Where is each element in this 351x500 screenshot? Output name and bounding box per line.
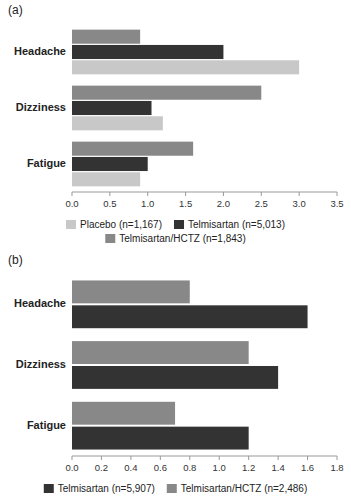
tick-mark	[101, 456, 102, 460]
tick-label: 1.8	[330, 462, 343, 473]
x-axis: 0.0 0.2 0.4 0.6 0.8 1.0 1.2 1.4 1.6 1.8	[65, 456, 343, 473]
legend-label: Telmisartan (n=5,907)	[58, 483, 155, 494]
bar	[72, 366, 278, 389]
tick-mark	[337, 192, 338, 196]
legend: Placebo (n=1,167) Telmisartan (n=5,013) Te…	[66, 219, 285, 244]
tick-label: 3.5	[330, 198, 343, 209]
chart-canvas: (a) Placebo (n=1,167) Telmisartan (n=5,013…	[0, 0, 351, 500]
tick-label: 1.2	[242, 462, 255, 473]
axis-line	[72, 456, 337, 457]
category-label: Headache	[14, 45, 66, 57]
legend-label: Telmisartan/HCTZ (n=1,843)	[119, 233, 245, 244]
tick-label: 0.5	[103, 198, 116, 209]
bar	[72, 305, 308, 328]
tick-label: 2.5	[255, 198, 268, 209]
bar	[72, 101, 152, 115]
category-label: Headache	[14, 297, 66, 309]
panel: (a) Placebo (n=1,167) Telmisartan (n=5,013…	[8, 3, 344, 244]
tick-mark	[248, 456, 249, 460]
legend-label: Placebo (n=1,167)	[80, 219, 162, 230]
bar	[72, 341, 249, 364]
bar	[72, 60, 299, 74]
tick-label: 3.0	[293, 198, 306, 209]
category-label: Fatigue	[27, 157, 66, 169]
panel-title: (b)	[8, 253, 23, 267]
tick-label: 0.0	[65, 462, 78, 473]
tick-mark	[299, 192, 300, 196]
tick-label: 1.6	[301, 462, 314, 473]
legend-item: Telmisartan/HCTZ (n=2,486)	[167, 483, 307, 494]
legend-label: Telmisartan/HCTZ (n=2,486)	[181, 483, 307, 494]
tick-mark	[219, 456, 220, 460]
tick-label: 0.0	[65, 198, 78, 209]
tick-label: 1.0	[141, 198, 154, 209]
tick-mark	[189, 456, 190, 460]
bar	[72, 86, 261, 100]
bar	[72, 172, 140, 186]
legend-label: Telmisartan (n=5,013)	[188, 219, 285, 230]
tick-label: 0.4	[124, 462, 137, 473]
tick-label: 0.8	[183, 462, 196, 473]
tick-mark	[130, 456, 131, 460]
legend-swatch	[174, 220, 184, 229]
x-axis: 0.0 0.5 1.0 1.5 2.0 2.5 3.0 3.5	[65, 192, 343, 209]
tick-label: 1.0	[213, 462, 226, 473]
category-labels: Fatigue Dizziness Headache	[14, 297, 66, 430]
tick-mark	[307, 456, 308, 460]
bar	[72, 402, 175, 425]
legend-item: Telmisartan (n=5,907)	[44, 483, 155, 494]
bar	[72, 142, 193, 156]
bar	[72, 30, 140, 44]
legend-item: Telmisartan (n=5,013)	[174, 219, 285, 230]
legend-item: Placebo (n=1,167)	[66, 219, 162, 230]
tick-mark	[337, 456, 338, 460]
bar	[72, 280, 190, 303]
bar	[72, 157, 148, 171]
tick-label: 1.5	[179, 198, 192, 209]
legend-swatch	[66, 220, 76, 229]
tick-mark	[147, 192, 148, 196]
bars	[72, 30, 299, 187]
legend: Telmisartan (n=5,907) Telmisartan/HCTZ (n…	[44, 483, 307, 494]
legend-swatch	[105, 234, 115, 243]
category-label: Dizziness	[16, 358, 66, 370]
tick-mark	[223, 192, 224, 196]
tick-label: 0.6	[154, 462, 167, 473]
legend-swatch	[44, 484, 54, 493]
tick-mark	[72, 192, 73, 196]
tick-label: 0.2	[95, 462, 108, 473]
panel-title: (a)	[8, 3, 23, 17]
legend-item: Telmisartan/HCTZ (n=1,843)	[105, 233, 245, 244]
tick-label: 1.4	[272, 462, 285, 473]
tick-label: 2.0	[217, 198, 230, 209]
tick-mark	[160, 456, 161, 460]
tick-mark	[261, 192, 262, 196]
tick-mark	[72, 456, 73, 460]
tick-mark	[185, 192, 186, 196]
panel: (b) Telmisartan (n=5,907) Telmisartan/HCTZ…	[8, 253, 344, 494]
bar	[72, 45, 223, 59]
bar	[72, 427, 249, 450]
legend-swatch	[167, 484, 177, 493]
tick-mark	[278, 456, 279, 460]
tick-mark	[109, 192, 110, 196]
category-label: Dizziness	[16, 101, 66, 113]
category-labels: Fatigue Dizziness Headache	[14, 45, 66, 169]
category-label: Fatigue	[27, 419, 66, 431]
bars	[72, 280, 308, 449]
bar	[72, 116, 163, 130]
axis-line	[72, 192, 337, 193]
